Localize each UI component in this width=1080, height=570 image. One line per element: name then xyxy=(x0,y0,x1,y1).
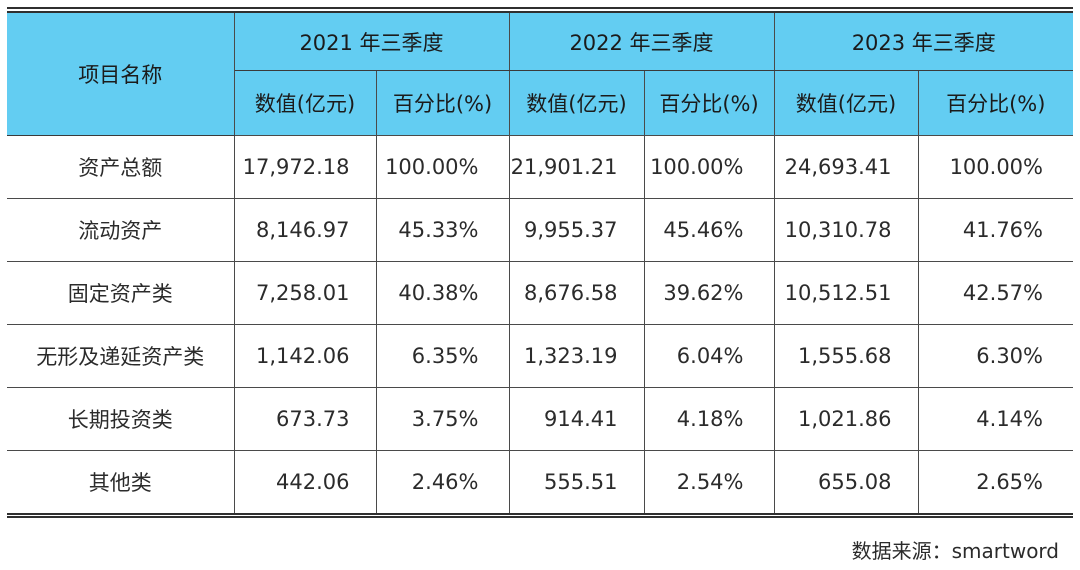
value-cell: 8,146.97 xyxy=(234,198,377,262)
header-year-row: 项目名称 2021 年三季度 2022 年三季度 2023 年三季度 xyxy=(7,10,1073,136)
pct-cell: 2.46% xyxy=(376,450,510,516)
value-cell: 24,693.41 xyxy=(774,135,919,199)
asset-composition-table: 项目名称 2021 年三季度 2022 年三季度 2023 年三季度 数值(亿元… xyxy=(7,7,1073,518)
pct-cell: 40.38% xyxy=(376,261,510,325)
pct-cell: 45.33% xyxy=(376,198,510,262)
table-row: 资产总额 17,972.18 100.00% 21,901.21 100.00%… xyxy=(7,135,1073,199)
value-cell: 8,676.58 xyxy=(509,261,645,325)
value-cell: 7,258.01 xyxy=(234,261,377,325)
row-label: 其他类 xyxy=(7,450,235,516)
pct-cell: 100.00% xyxy=(644,135,775,199)
header-sub-row: 数值(亿元) 百分比(%) 数值(亿元) 百分比(%) 数值(亿元) 百分比(%… xyxy=(7,70,1073,136)
table-body: 资产总额 17,972.18 100.00% 21,901.21 100.00%… xyxy=(7,135,1073,516)
value-cell: 655.08 xyxy=(774,450,919,516)
pct-cell: 39.62% xyxy=(644,261,775,325)
row-label: 资产总额 xyxy=(7,135,235,199)
value-cell: 10,512.51 xyxy=(774,261,919,325)
pct-cell: 6.30% xyxy=(918,324,1073,388)
pct-cell: 2.54% xyxy=(644,450,775,516)
table-row: 无形及递延资产类 1,142.06 6.35% 1,323.19 6.04% 1… xyxy=(7,324,1073,388)
row-label: 固定资产类 xyxy=(7,261,235,325)
header-2021-value: 数值(亿元) xyxy=(234,70,377,136)
pct-cell: 2.65% xyxy=(918,450,1073,516)
table-row: 长期投资类 673.73 3.75% 914.41 4.18% 1,021.86… xyxy=(7,387,1073,451)
header-2023-value: 数值(亿元) xyxy=(774,70,919,136)
header-item-name: 项目名称 xyxy=(7,10,235,136)
value-cell: 10,310.78 xyxy=(774,198,919,262)
pct-cell: 45.46% xyxy=(644,198,775,262)
pct-cell: 3.75% xyxy=(376,387,510,451)
data-source-note: 数据来源：smartword xyxy=(851,539,1059,563)
header-2021-pct: 百分比(%) xyxy=(376,70,510,136)
pct-cell: 4.14% xyxy=(918,387,1073,451)
table-row: 其他类 442.06 2.46% 555.51 2.54% 655.08 2.6… xyxy=(7,450,1073,516)
pct-cell: 42.57% xyxy=(918,261,1073,325)
header-2022-value: 数值(亿元) xyxy=(509,70,645,136)
table-row: 固定资产类 7,258.01 40.38% 8,676.58 39.62% 10… xyxy=(7,261,1073,325)
table-row: 流动资产 8,146.97 45.33% 9,955.37 45.46% 10,… xyxy=(7,198,1073,262)
value-cell: 555.51 xyxy=(509,450,645,516)
value-cell: 673.73 xyxy=(234,387,377,451)
table-header: 项目名称 2021 年三季度 2022 年三季度 2023 年三季度 数值(亿元… xyxy=(7,10,1073,136)
value-cell: 1,323.19 xyxy=(509,324,645,388)
header-year-2022: 2022 年三季度 xyxy=(509,10,775,71)
value-cell: 21,901.21 xyxy=(509,135,645,199)
pct-cell: 6.35% xyxy=(376,324,510,388)
row-label: 无形及递延资产类 xyxy=(7,324,235,388)
pct-cell: 100.00% xyxy=(918,135,1073,199)
value-cell: 914.41 xyxy=(509,387,645,451)
pct-cell: 4.18% xyxy=(644,387,775,451)
header-2022-pct: 百分比(%) xyxy=(644,70,775,136)
value-cell: 9,955.37 xyxy=(509,198,645,262)
header-2023-pct: 百分比(%) xyxy=(918,70,1073,136)
header-year-2021: 2021 年三季度 xyxy=(234,10,510,71)
value-cell: 442.06 xyxy=(234,450,377,516)
row-label: 长期投资类 xyxy=(7,387,235,451)
value-cell: 17,972.18 xyxy=(234,135,377,199)
pct-cell: 41.76% xyxy=(918,198,1073,262)
value-cell: 1,021.86 xyxy=(774,387,919,451)
value-cell: 1,142.06 xyxy=(234,324,377,388)
row-label: 流动资产 xyxy=(7,198,235,262)
value-cell: 1,555.68 xyxy=(774,324,919,388)
header-year-2023: 2023 年三季度 xyxy=(774,10,1073,71)
pct-cell: 6.04% xyxy=(644,324,775,388)
pct-cell: 100.00% xyxy=(376,135,510,199)
